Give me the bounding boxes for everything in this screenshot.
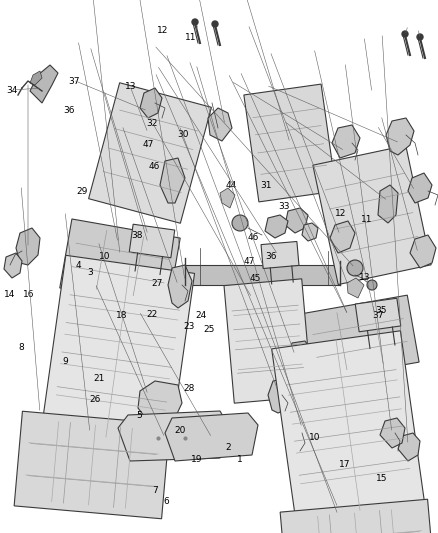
Circle shape [212,21,218,27]
Text: 19: 19 [191,455,202,464]
Text: 24: 24 [195,311,206,320]
Polygon shape [165,413,258,461]
Text: 44: 44 [226,181,237,190]
Polygon shape [118,411,228,461]
Text: 20: 20 [174,426,185,435]
Polygon shape [224,279,312,403]
Polygon shape [288,418,314,448]
Polygon shape [138,381,182,421]
Text: 13: 13 [359,273,370,281]
Text: 27: 27 [151,279,162,288]
Polygon shape [301,295,419,381]
Circle shape [347,260,363,276]
Text: 46: 46 [148,162,160,171]
Text: 10: 10 [309,433,320,441]
Polygon shape [272,331,424,519]
Polygon shape [302,223,318,241]
Circle shape [192,19,198,25]
Polygon shape [30,71,42,85]
Circle shape [232,215,248,231]
Polygon shape [244,84,336,202]
Text: 45: 45 [249,274,261,282]
Text: 47: 47 [142,141,154,149]
Text: 28: 28 [184,384,195,392]
Text: 17: 17 [339,461,351,469]
Text: 37: 37 [372,311,383,320]
Text: 46: 46 [247,233,259,241]
Polygon shape [410,235,436,268]
Text: 18: 18 [116,311,127,320]
Polygon shape [140,88,162,118]
Text: 9: 9 [62,357,68,366]
Text: 14: 14 [4,290,15,298]
Polygon shape [185,265,340,285]
Polygon shape [129,224,175,258]
Polygon shape [160,158,185,203]
Text: 5: 5 [136,411,142,420]
Text: 23: 23 [184,322,195,330]
Polygon shape [380,418,405,448]
Circle shape [367,280,377,290]
Text: 30: 30 [177,130,189,139]
Text: 34: 34 [7,86,18,95]
Text: 13: 13 [125,82,136,91]
Text: 29: 29 [77,188,88,196]
Text: 37: 37 [68,77,79,85]
Text: 38: 38 [131,231,142,240]
Polygon shape [347,278,364,298]
Polygon shape [4,253,22,278]
Polygon shape [168,265,192,308]
Polygon shape [408,173,432,203]
Polygon shape [313,146,431,285]
Polygon shape [60,219,180,307]
Polygon shape [288,341,312,371]
Text: 1: 1 [237,455,243,464]
Polygon shape [30,65,58,103]
Polygon shape [208,108,232,141]
Text: 25: 25 [204,325,215,334]
Text: 6: 6 [163,497,170,505]
Text: 32: 32 [147,119,158,128]
Polygon shape [42,255,194,447]
Text: 12: 12 [157,27,169,35]
Text: 2: 2 [226,443,231,452]
Polygon shape [280,499,436,533]
Polygon shape [220,188,235,208]
Polygon shape [268,378,294,413]
Circle shape [417,34,423,40]
Polygon shape [88,83,212,223]
Text: 15: 15 [376,474,388,483]
Text: 36: 36 [265,253,276,261]
Text: 11: 11 [185,33,196,42]
Text: 26: 26 [90,395,101,404]
Text: 11: 11 [361,215,373,224]
Polygon shape [14,411,170,519]
Polygon shape [355,298,401,332]
Polygon shape [398,433,420,461]
Polygon shape [330,221,355,253]
Text: 33: 33 [278,203,290,211]
Text: 4: 4 [75,261,81,270]
Polygon shape [16,228,40,265]
Polygon shape [386,118,414,155]
Circle shape [402,31,408,37]
Text: 21: 21 [93,374,104,383]
Text: 22: 22 [147,310,158,319]
Text: 8: 8 [18,343,24,352]
Polygon shape [265,215,288,238]
Text: 16: 16 [23,290,34,298]
Polygon shape [285,208,308,233]
Polygon shape [378,185,398,223]
Polygon shape [332,125,360,158]
Text: 36: 36 [64,107,75,115]
Text: 3: 3 [87,269,93,277]
Text: 47: 47 [243,257,254,265]
Text: 10: 10 [99,253,110,261]
Text: 7: 7 [152,486,159,495]
Polygon shape [261,241,299,269]
Text: 31: 31 [261,181,272,190]
Text: 35: 35 [375,306,387,314]
Text: 12: 12 [335,209,346,217]
